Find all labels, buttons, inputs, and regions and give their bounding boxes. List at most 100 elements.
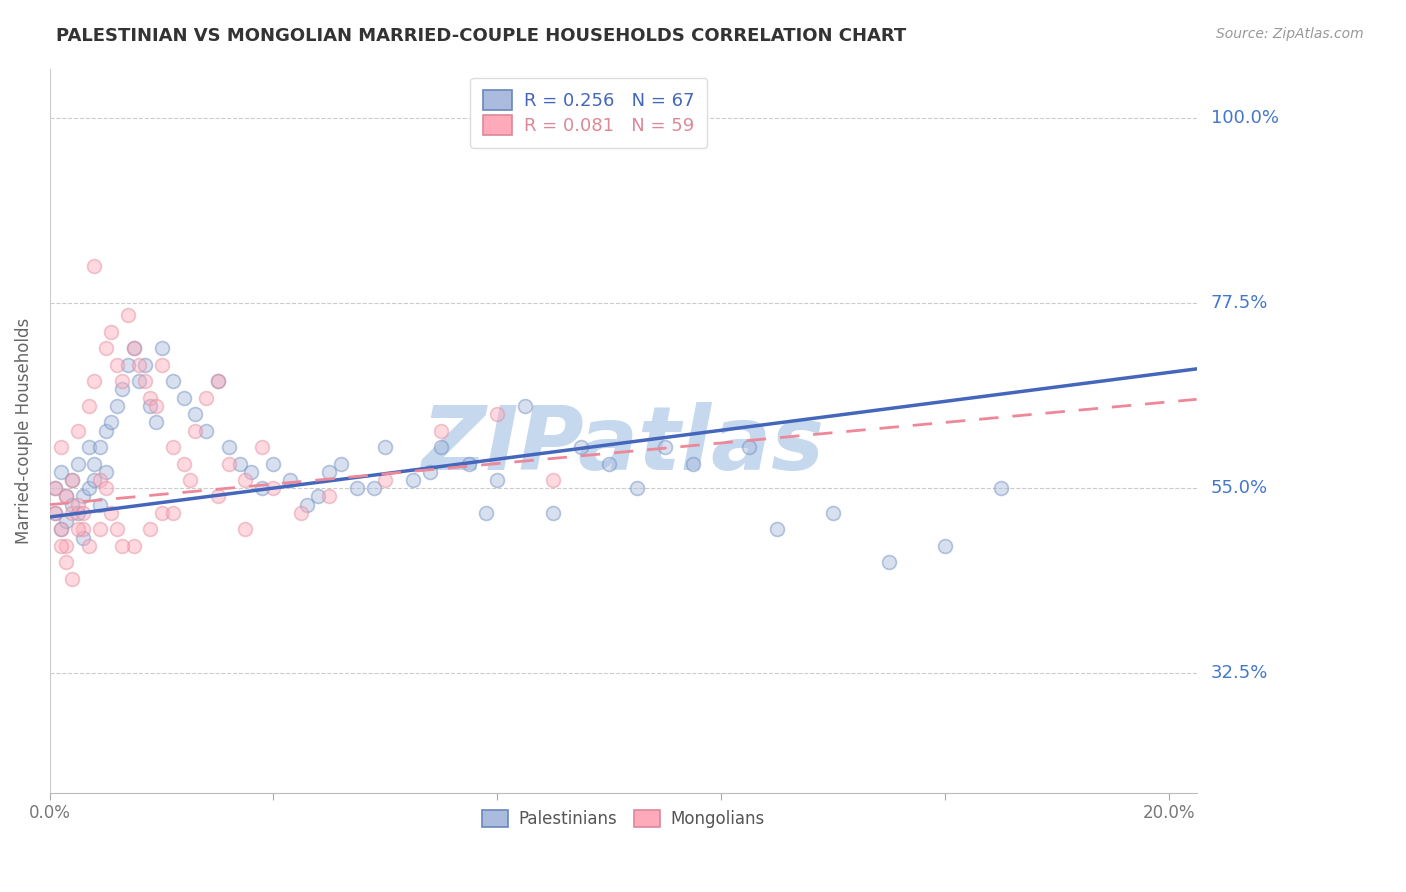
Point bbox=[66, 498, 89, 512]
Point bbox=[195, 391, 218, 405]
Point bbox=[105, 358, 128, 372]
Point bbox=[139, 522, 162, 536]
Point bbox=[55, 490, 77, 504]
Point bbox=[94, 341, 117, 355]
Point bbox=[150, 358, 173, 372]
Point bbox=[49, 522, 72, 536]
Point bbox=[105, 399, 128, 413]
Point bbox=[626, 481, 648, 495]
Point bbox=[49, 440, 72, 454]
Point bbox=[55, 514, 77, 528]
Point bbox=[654, 440, 676, 454]
Point bbox=[145, 399, 167, 413]
Point bbox=[738, 440, 761, 454]
Point bbox=[184, 424, 207, 438]
Point bbox=[569, 440, 592, 454]
Point bbox=[139, 391, 162, 405]
Point bbox=[100, 415, 122, 429]
Point bbox=[66, 424, 89, 438]
Point bbox=[307, 490, 329, 504]
Point bbox=[100, 325, 122, 339]
Point bbox=[83, 457, 105, 471]
Point bbox=[89, 473, 111, 487]
Point bbox=[541, 473, 564, 487]
Text: 32.5%: 32.5% bbox=[1211, 665, 1268, 682]
Point bbox=[430, 440, 453, 454]
Point bbox=[682, 457, 704, 471]
Point bbox=[184, 407, 207, 421]
Point bbox=[218, 457, 240, 471]
Point bbox=[235, 473, 257, 487]
Point bbox=[402, 473, 425, 487]
Point bbox=[44, 506, 66, 520]
Point bbox=[72, 506, 94, 520]
Text: 100.0%: 100.0% bbox=[1211, 109, 1278, 127]
Point bbox=[72, 522, 94, 536]
Point bbox=[122, 341, 145, 355]
Point bbox=[229, 457, 252, 471]
Point bbox=[134, 374, 156, 388]
Point bbox=[486, 473, 509, 487]
Point bbox=[162, 440, 184, 454]
Point bbox=[77, 539, 100, 553]
Point bbox=[363, 481, 385, 495]
Point bbox=[72, 531, 94, 545]
Point bbox=[207, 374, 229, 388]
Point bbox=[240, 465, 263, 479]
Point bbox=[207, 490, 229, 504]
Point bbox=[117, 309, 139, 323]
Point bbox=[60, 498, 83, 512]
Point bbox=[55, 539, 77, 553]
Point bbox=[134, 358, 156, 372]
Point bbox=[173, 391, 195, 405]
Point bbox=[89, 522, 111, 536]
Point bbox=[278, 473, 301, 487]
Point bbox=[60, 473, 83, 487]
Text: ZIPatlas: ZIPatlas bbox=[422, 401, 825, 489]
Point bbox=[94, 481, 117, 495]
Point bbox=[541, 506, 564, 520]
Point bbox=[55, 490, 77, 504]
Point bbox=[318, 490, 340, 504]
Legend: Palestinians, Mongolians: Palestinians, Mongolians bbox=[475, 804, 772, 835]
Point bbox=[94, 465, 117, 479]
Point bbox=[105, 522, 128, 536]
Point bbox=[821, 506, 844, 520]
Point bbox=[150, 341, 173, 355]
Point bbox=[44, 481, 66, 495]
Point bbox=[218, 440, 240, 454]
Point bbox=[49, 539, 72, 553]
Point bbox=[515, 399, 537, 413]
Point bbox=[49, 522, 72, 536]
Point bbox=[100, 506, 122, 520]
Point bbox=[598, 457, 620, 471]
Point bbox=[44, 506, 66, 520]
Point bbox=[475, 506, 498, 520]
Point bbox=[117, 358, 139, 372]
Point bbox=[55, 555, 77, 569]
Point bbox=[430, 424, 453, 438]
Point bbox=[77, 481, 100, 495]
Point bbox=[207, 374, 229, 388]
Point bbox=[83, 374, 105, 388]
Point bbox=[195, 424, 218, 438]
Point bbox=[346, 481, 368, 495]
Point bbox=[179, 473, 201, 487]
Point bbox=[252, 440, 274, 454]
Point bbox=[44, 481, 66, 495]
Text: Source: ZipAtlas.com: Source: ZipAtlas.com bbox=[1216, 27, 1364, 41]
Point bbox=[111, 374, 134, 388]
Point bbox=[89, 498, 111, 512]
Point bbox=[318, 465, 340, 479]
Point bbox=[934, 539, 956, 553]
Point bbox=[128, 374, 150, 388]
Point bbox=[77, 440, 100, 454]
Point bbox=[66, 457, 89, 471]
Point bbox=[374, 473, 396, 487]
Point bbox=[128, 358, 150, 372]
Y-axis label: Married-couple Households: Married-couple Households bbox=[15, 318, 32, 544]
Point bbox=[162, 506, 184, 520]
Text: PALESTINIAN VS MONGOLIAN MARRIED-COUPLE HOUSEHOLDS CORRELATION CHART: PALESTINIAN VS MONGOLIAN MARRIED-COUPLE … bbox=[56, 27, 907, 45]
Point bbox=[162, 374, 184, 388]
Point bbox=[486, 407, 509, 421]
